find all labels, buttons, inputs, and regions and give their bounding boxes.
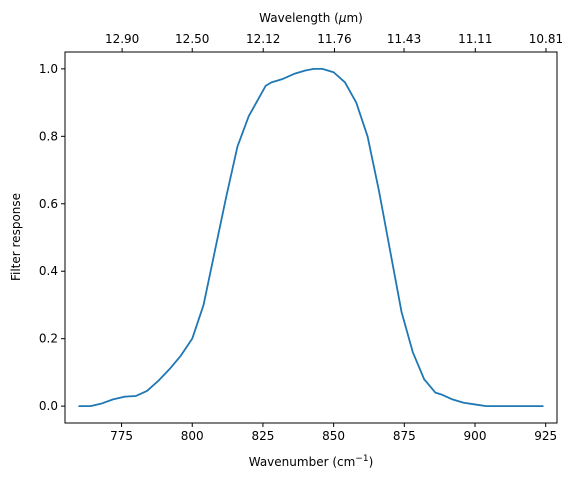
x-axis-title: Wavenumber (cm−1) xyxy=(249,454,374,469)
y-tick-label: 0.2 xyxy=(39,332,58,346)
y-tick-label: 0.0 xyxy=(39,399,58,413)
y-tick-label: 0.4 xyxy=(39,264,58,278)
top-axis-title: Wavelength (μm) xyxy=(259,11,363,25)
top-tick-label: 12.90 xyxy=(105,32,139,46)
x-tick-label: 900 xyxy=(464,429,487,443)
top-tick-label: 11.11 xyxy=(458,32,492,46)
plot-area xyxy=(65,52,557,423)
top-tick-label: 11.43 xyxy=(387,32,421,46)
plot-frame xyxy=(64,51,558,424)
series-line xyxy=(78,67,544,408)
top-tick-label: 12.50 xyxy=(175,32,209,46)
x-tick-label: 875 xyxy=(393,429,416,443)
x-tick-label: 800 xyxy=(181,429,204,443)
top-tick-label: 11.76 xyxy=(317,32,351,46)
x-tick-label: 825 xyxy=(251,429,274,443)
y-tick-label: 0.6 xyxy=(39,197,58,211)
x-tick-label: 850 xyxy=(322,429,345,443)
x-tick-label: 775 xyxy=(110,429,133,443)
axis-ticks: 775 800 825 850 875 900 925 0.0 0.2 0.4 0.6 0.8 1.0 1… xyxy=(39,32,563,443)
top-tick-label: 10.81 xyxy=(529,32,563,46)
x-tick-label: 925 xyxy=(534,429,557,443)
y-tick-label: 0.8 xyxy=(39,129,58,143)
top-tick-label: 12.12 xyxy=(246,32,280,46)
y-axis-title: Filter response xyxy=(9,193,23,281)
y-tick-label: 1.0 xyxy=(39,62,58,76)
